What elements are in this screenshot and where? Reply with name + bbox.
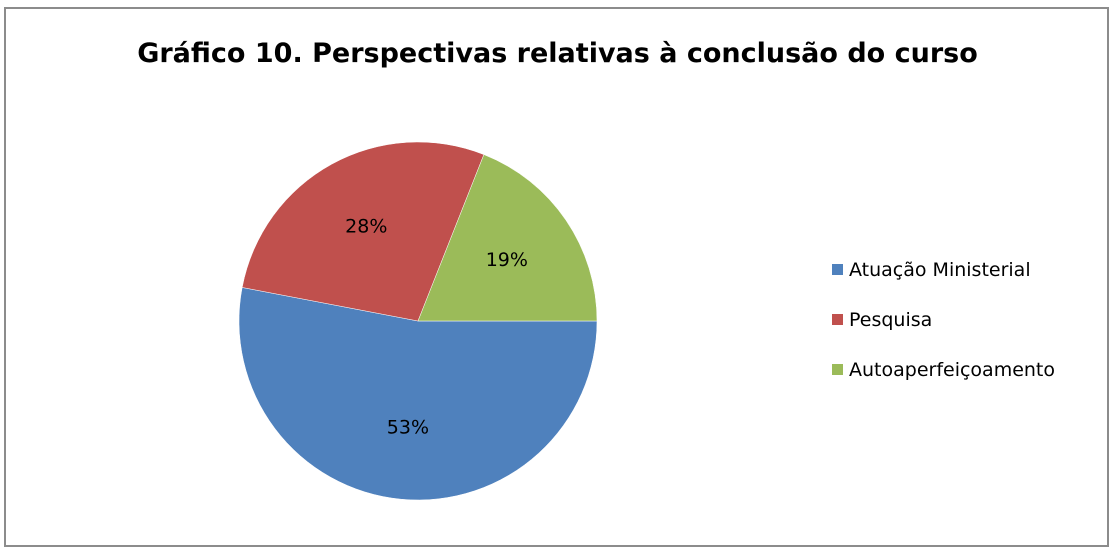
- legend-swatch-pesquisa: [832, 314, 843, 325]
- legend-swatch-autoaperfeicoamento: [832, 364, 843, 375]
- legend: Atuação Ministerial Pesquisa Autoaperfei…: [832, 256, 1055, 406]
- legend-item-pesquisa: Pesquisa: [832, 306, 1055, 333]
- legend-label: Atuação Ministerial: [849, 258, 1031, 281]
- legend-swatch-atuacao-ministerial: [832, 264, 843, 275]
- legend-item-atuacao-ministerial: Atuação Ministerial: [832, 256, 1055, 283]
- data-label-autoaperfeicoamento: 19%: [486, 249, 528, 271]
- legend-item-autoaperfeicoamento: Autoaperfeiçoamento: [832, 356, 1055, 383]
- legend-label: Pesquisa: [849, 308, 933, 331]
- chart-title: Gráfico 10. Perspectivas relativas à con…: [137, 38, 978, 69]
- data-label-atuacao-ministerial: 53%: [387, 416, 429, 438]
- pie-slice-autoaperfeicoamento: [417, 154, 598, 322]
- pie-slice-atuacao-ministerial: [238, 287, 598, 501]
- pie-slice-pesquisa: [241, 141, 485, 322]
- legend-label: Autoaperfeiçoamento: [849, 358, 1056, 381]
- data-label-pesquisa: 28%: [345, 215, 387, 237]
